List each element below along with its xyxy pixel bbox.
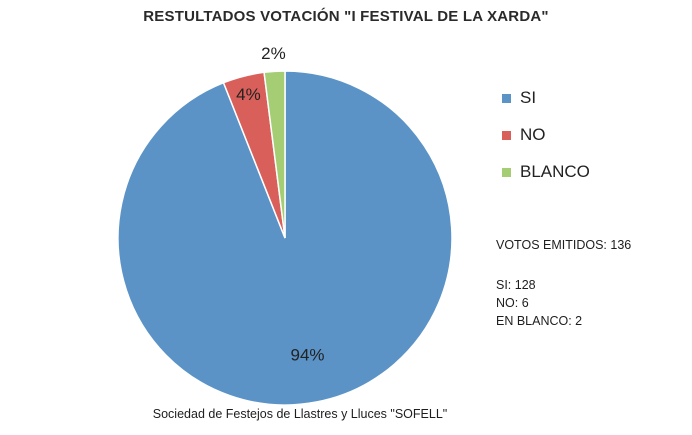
votes-no: NO: 6 [496,296,529,310]
chart-title: RESTULTADOS VOTACIÓN "I FESTIVAL DE LA X… [143,8,549,25]
pie-slice-blanco [263,70,286,239]
vote-summary: VOTOS EMITIDOS: 136 SI: 128 NO: 6 EN BLA… [496,236,631,330]
pie-label-si: 94% [291,346,325,365]
legend-label-si: SI [520,88,537,107]
legend-label-no: NO [520,125,546,144]
pie-label-no: 4% [236,85,261,104]
pie-label-blanco: 2% [261,44,286,63]
pie-slices [117,70,453,406]
legend-item-si: SI [502,88,590,108]
footer-credit: Sociedad de Festejos de Llastres y Lluce… [152,407,448,421]
legend-label-blanco: BLANCO [520,162,590,181]
votes-blanco: EN BLANCO: 2 [496,314,583,328]
legend-swatch-si [502,93,511,103]
legend: SI NO BLANCO [502,88,590,199]
legend-item-blanco: BLANCO [502,162,590,182]
legend-item-no: NO [502,125,590,145]
legend-swatch-blanco [502,167,511,177]
pie-labels: 94% 4% 2% [236,44,324,364]
total-votes: VOTOS EMITIDOS: 136 [496,238,632,252]
votes-si: SI: 128 [496,278,536,292]
legend-swatch-no [502,130,511,140]
